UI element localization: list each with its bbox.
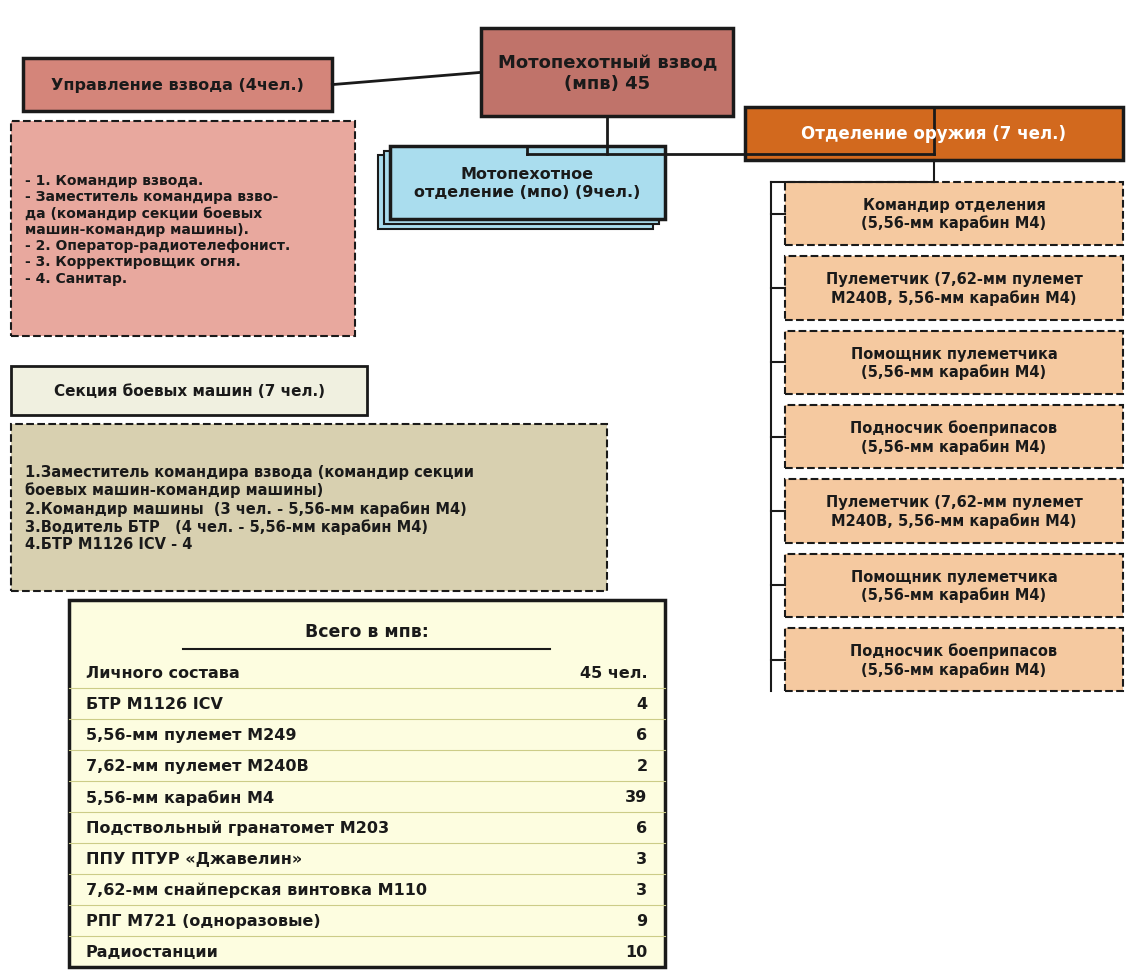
Text: Отделение оружия (7 чел.): Отделение оружия (7 чел.): [801, 125, 1067, 144]
Text: Командир отделения
(5,56-мм карабин М4): Командир отделения (5,56-мм карабин М4): [862, 197, 1046, 232]
Text: 6: 6: [636, 821, 647, 835]
Text: БТР М1126 ICV: БТР М1126 ICV: [86, 697, 222, 711]
Text: Подносчик боеприпасов
(5,56-мм карабин М4): Подносчик боеприпасов (5,56-мм карабин М…: [850, 643, 1058, 677]
Text: 45 чел.: 45 чел.: [580, 665, 647, 681]
Text: Мотопехотный взвод
(мпв) 45: Мотопехотный взвод (мпв) 45: [497, 54, 717, 93]
Text: 6: 6: [636, 728, 647, 743]
Text: 7,62-мм пулемет М240В: 7,62-мм пулемет М240В: [86, 758, 308, 774]
Text: 1.Заместитель командира взвода (командир секции
боевых машин-командир машины)
2.: 1.Заместитель командира взвода (командир…: [25, 464, 474, 552]
FancyBboxPatch shape: [11, 366, 367, 415]
FancyBboxPatch shape: [785, 257, 1123, 320]
Text: Подствольный гранатомет М203: Подствольный гранатомет М203: [86, 820, 390, 835]
Text: Помощник пулеметчика
(5,56-мм карабин М4): Помощник пулеметчика (5,56-мм карабин М4…: [850, 569, 1058, 603]
Text: - 1. Командир взвода.
- Заместитель командира взво-
да (командир секции боевых
м: - 1. Командир взвода. - Заместитель кома…: [25, 174, 290, 285]
FancyBboxPatch shape: [785, 480, 1123, 543]
Text: 7,62-мм снайперская винтовка М110: 7,62-мм снайперская винтовка М110: [86, 882, 427, 898]
FancyBboxPatch shape: [481, 29, 733, 117]
Text: Всего в мпв:: Всего в мпв:: [305, 622, 429, 640]
FancyBboxPatch shape: [23, 59, 332, 112]
FancyBboxPatch shape: [785, 183, 1123, 246]
Text: Управление взвода (4чел.): Управление взвода (4чел.): [52, 78, 304, 93]
Text: 39: 39: [626, 789, 647, 804]
Text: Личного состава: Личного состава: [86, 665, 240, 681]
Text: ППУ ПТУР «Джавелин»: ППУ ПТУР «Джавелин»: [86, 851, 303, 867]
FancyBboxPatch shape: [745, 107, 1123, 161]
Text: 4: 4: [636, 697, 647, 711]
Text: Мотопехотное
отделение (мпо) (9чел.): Мотопехотное отделение (мпо) (9чел.): [414, 167, 641, 199]
Text: 3: 3: [636, 851, 647, 867]
FancyBboxPatch shape: [69, 601, 665, 967]
Text: 5,56-мм пулемет М249: 5,56-мм пулемет М249: [86, 728, 297, 743]
Text: 5,56-мм карабин М4: 5,56-мм карабин М4: [86, 789, 274, 805]
FancyBboxPatch shape: [785, 331, 1123, 395]
FancyBboxPatch shape: [785, 628, 1123, 692]
FancyBboxPatch shape: [384, 151, 659, 225]
Text: Пулеметчик (7,62-мм пулемет
М240В, 5,56-мм карабин М4): Пулеметчик (7,62-мм пулемет М240В, 5,56-…: [825, 494, 1083, 529]
Text: 10: 10: [626, 944, 647, 959]
FancyBboxPatch shape: [11, 122, 355, 337]
Text: Подносчик боеприпасов
(5,56-мм карабин М4): Подносчик боеприпасов (5,56-мм карабин М…: [850, 420, 1058, 454]
FancyBboxPatch shape: [378, 156, 653, 230]
Text: 9: 9: [636, 913, 647, 928]
Text: Помощник пулеметчика
(5,56-мм карабин М4): Помощник пулеметчика (5,56-мм карабин М4…: [850, 346, 1058, 380]
FancyBboxPatch shape: [390, 147, 665, 220]
FancyBboxPatch shape: [785, 554, 1123, 617]
Text: 3: 3: [636, 882, 647, 897]
FancyBboxPatch shape: [11, 425, 607, 591]
Text: Радиостанции: Радиостанции: [86, 944, 219, 959]
Text: Секция боевых машин (7 чел.): Секция боевых машин (7 чел.): [54, 383, 324, 399]
Text: 2: 2: [636, 758, 647, 774]
Text: Пулеметчик (7,62-мм пулемет
М240В, 5,56-мм карабин М4): Пулеметчик (7,62-мм пулемет М240В, 5,56-…: [825, 272, 1083, 306]
Text: РПГ М721 (одноразовые): РПГ М721 (одноразовые): [86, 913, 321, 928]
FancyBboxPatch shape: [785, 405, 1123, 469]
